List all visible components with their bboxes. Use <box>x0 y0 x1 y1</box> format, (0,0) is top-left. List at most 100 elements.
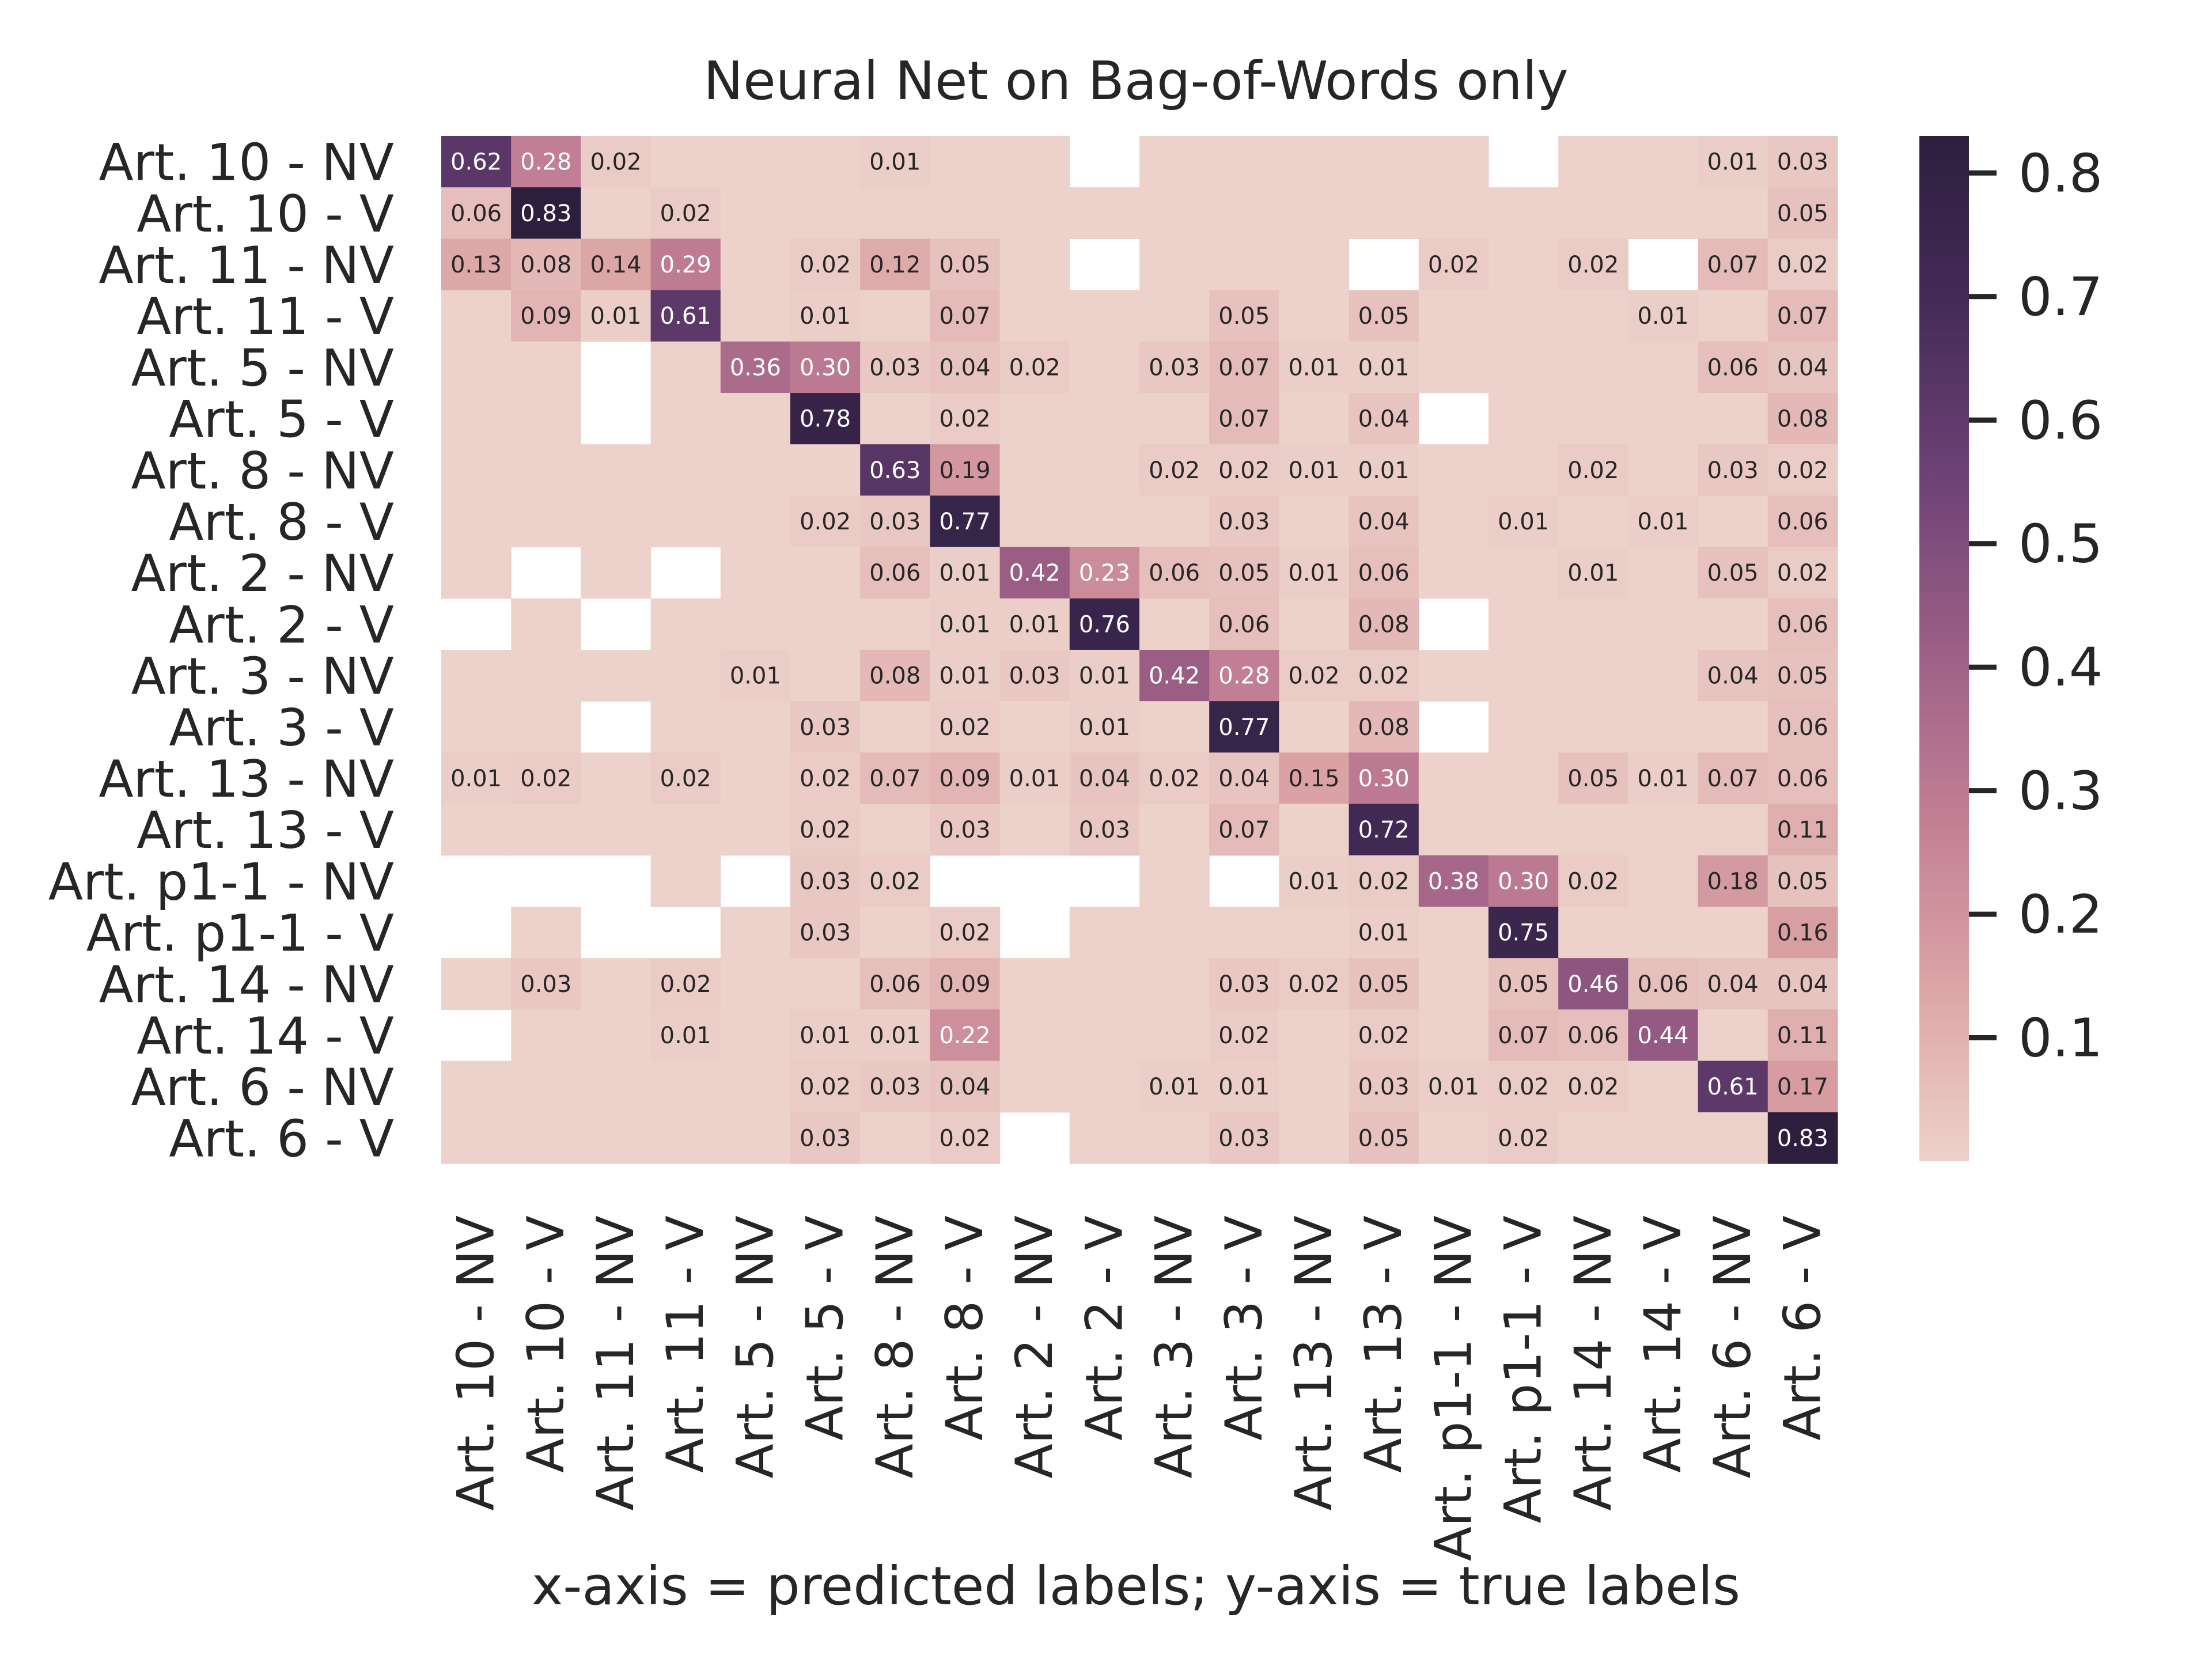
heatmap-cell <box>790 1060 861 1113</box>
heatmap-cell <box>1488 495 1559 548</box>
heatmap-cell <box>1139 495 1210 548</box>
cell-value-label: 0.05 <box>1777 868 1828 895</box>
heatmap-cell <box>511 907 581 959</box>
cell-value-label: 0.01 <box>1288 354 1339 381</box>
heatmap-cell <box>930 238 1001 291</box>
heatmap-cell <box>441 701 512 753</box>
heatmap-cell <box>1767 804 1838 856</box>
heatmap-cell <box>1488 958 1559 1010</box>
heatmap-cell <box>1279 650 1350 702</box>
heatmap-cell <box>581 752 652 805</box>
heatmap-cell <box>720 1060 791 1113</box>
heatmap-cell <box>1418 547 1489 599</box>
heatmap-cell <box>1628 290 1699 342</box>
heatmap-cell <box>1558 444 1628 496</box>
x-tick-label: Art. 13 - NV <box>1284 1215 1343 1511</box>
y-tick-label: Art. 6 - NV <box>131 1058 394 1117</box>
cell-value-label: 0.72 <box>1358 817 1410 843</box>
heatmap-cell <box>999 341 1070 393</box>
heatmap-cell <box>1069 804 1140 856</box>
heatmap-cell <box>1418 1112 1489 1164</box>
heatmap-cell <box>790 187 861 239</box>
heatmap-cell <box>1418 290 1489 342</box>
heatmap-cell <box>1628 495 1699 548</box>
heatmap-cell <box>1069 701 1140 753</box>
cell-value-label: 0.22 <box>939 1022 990 1049</box>
cell-value-label: 0.02 <box>1218 457 1270 484</box>
heatmap-cell <box>1279 855 1350 907</box>
colorbar-tick-label: 0.3 <box>2018 760 2103 822</box>
cell-value-label: 0.07 <box>1777 303 1828 329</box>
heatmap-cell <box>999 495 1070 548</box>
heatmap-cell <box>999 238 1070 291</box>
x-tick-label: Art. 2 - V <box>1074 1215 1134 1441</box>
cell-value-label: 0.01 <box>1428 1074 1479 1100</box>
heatmap-cell <box>790 1112 861 1164</box>
y-tick-label: Art. 8 - NV <box>131 441 394 501</box>
cell-value-label: 0.11 <box>1777 1022 1828 1049</box>
cell-value-label: 0.02 <box>800 252 851 278</box>
heatmap-cell <box>1069 650 1140 702</box>
cell-value-label: 0.01 <box>1079 714 1130 741</box>
heatmap-cell <box>1767 290 1838 342</box>
cell-value-label: 0.01 <box>869 1022 921 1049</box>
heatmap-cell <box>1488 290 1559 342</box>
cell-value-label: 0.07 <box>1218 817 1270 843</box>
heatmap-cell <box>999 136 1070 188</box>
colorbar-tick-label: 0.5 <box>2018 513 2103 575</box>
heatmap-cell <box>1209 598 1279 650</box>
heatmap-cell <box>1209 804 1279 856</box>
cell-value-label: 0.03 <box>1218 971 1270 998</box>
heatmap-cell <box>790 598 861 650</box>
cell-value-label: 0.02 <box>1567 868 1619 895</box>
cell-value-label: 0.01 <box>800 1022 851 1049</box>
heatmap-cell <box>1209 907 1279 959</box>
heatmap-cell <box>1698 598 1768 650</box>
cell-value-label: 0.02 <box>1358 1022 1410 1049</box>
colorbar-tick-label: 0.7 <box>2018 266 2103 328</box>
cell-value-label: 0.02 <box>1288 663 1339 690</box>
y-tick-label: Art. 10 - NV <box>99 133 394 192</box>
heatmap-cell <box>1279 1060 1350 1113</box>
cell-value-label: 0.06 <box>1777 509 1828 535</box>
heatmap-cell <box>1209 136 1279 188</box>
heatmap-cell <box>930 804 1001 856</box>
heatmap-cell <box>1279 958 1350 1010</box>
x-tick-label: Art. 3 - NV <box>1145 1215 1204 1479</box>
heatmap-cell <box>1418 136 1489 188</box>
y-tick-label: Art. 8 - V <box>169 493 394 552</box>
heatmap-cell <box>860 1112 930 1164</box>
colorbar-tick-label: 0.1 <box>2018 1007 2103 1069</box>
colorbar-tick-label: 0.4 <box>2018 637 2103 698</box>
heatmap-cell <box>860 650 930 702</box>
heatmap-cell <box>1069 393 1140 445</box>
heatmap-cell <box>1558 752 1628 805</box>
heatmap-cell <box>650 444 721 496</box>
cell-value-label: 0.01 <box>1079 663 1130 690</box>
heatmap-cell <box>1069 1112 1140 1164</box>
heatmap-cell <box>1558 393 1628 445</box>
heatmap-cell <box>1418 958 1489 1010</box>
heatmap-cell <box>1558 1112 1628 1164</box>
y-tick-label: Art. 5 - V <box>169 390 394 449</box>
heatmap-cell <box>860 495 930 548</box>
heatmap-cell <box>1628 444 1699 496</box>
heatmap-cell <box>581 187 652 239</box>
heatmap-cell <box>930 444 1001 496</box>
cell-value-label: 0.06 <box>869 971 921 998</box>
heatmap-cell <box>1279 547 1350 599</box>
cell-value-label: 0.83 <box>1777 1125 1828 1152</box>
heatmap-cell <box>650 341 721 393</box>
heatmap-cell <box>1279 393 1350 445</box>
cell-value-label: 0.01 <box>1358 457 1410 484</box>
y-tick-label: Art. 10 - V <box>137 184 394 244</box>
heatmap-cell <box>441 290 512 342</box>
heatmap-cell <box>930 547 1001 599</box>
cell-value-label: 0.02 <box>939 714 990 741</box>
heatmap-cell <box>720 958 791 1010</box>
heatmap-cell <box>790 238 861 291</box>
heatmap-cell <box>720 444 791 496</box>
heatmap-cell <box>650 855 721 907</box>
cell-value-label: 0.02 <box>1358 868 1410 895</box>
heatmap-cell <box>1488 187 1559 239</box>
